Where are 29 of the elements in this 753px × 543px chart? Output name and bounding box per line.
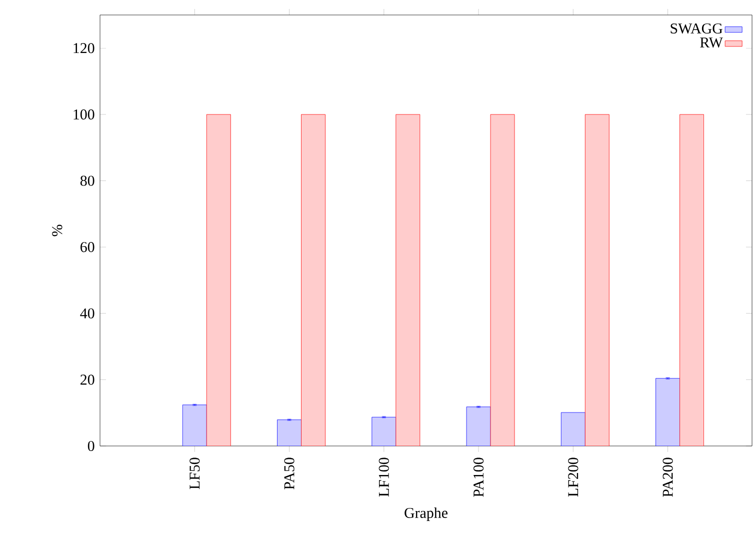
bar [560,412,586,446]
bar [656,378,680,446]
y-tick-label: 60 [80,242,94,252]
bar [372,416,396,446]
bar [584,114,610,446]
legend-label: RW [700,38,723,48]
x-tick-label: LF50 [190,458,200,490]
x-tick-label: PA50 [284,458,294,490]
bar [277,420,302,446]
legend-label: SWAGG [670,23,722,34]
y-tick-label: 100 [74,109,94,120]
y-tick-label: 20 [80,374,94,385]
bar [396,114,420,446]
bar [206,114,231,446]
y-tick-label: 120 [74,43,94,54]
x-tick-label: PA100 [473,458,484,497]
bar [301,114,326,446]
y-tick-label: 80 [80,176,94,186]
x-tick-label: LF200 [568,458,578,497]
bar [182,404,207,446]
y-axis-title: % [52,224,62,236]
bar [466,406,491,446]
bar [490,114,515,446]
y-tick-label: 40 [80,308,94,318]
y-tick-label: 0 [88,440,94,452]
x-axis-title: Graphe [404,507,448,522]
x-tick-label: LF100 [378,458,389,497]
bar [680,114,704,446]
x-tick-label: PA200 [662,458,673,497]
